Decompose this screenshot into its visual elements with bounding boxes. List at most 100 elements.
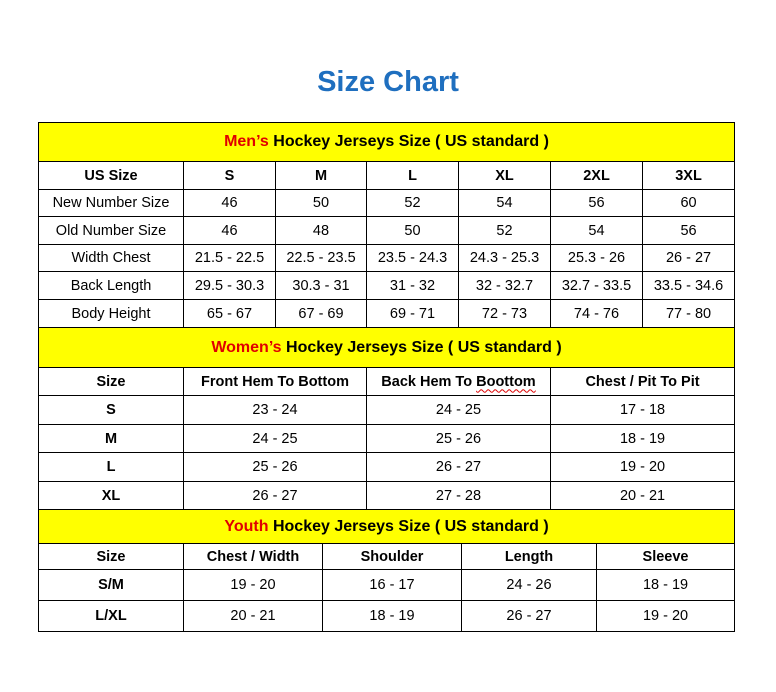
table-cell: 24 - 26 <box>461 569 597 601</box>
table-row: Back Length 29.5 - 30.3 30.3 - 31 31 - 32 32… <box>38 271 736 300</box>
table-cell: 54 <box>550 216 643 245</box>
table-cell: 25.3 - 26 <box>550 244 643 272</box>
table-row: Old Number Size 46 48 50 52 54 56 <box>38 216 736 245</box>
table-cell: 23 - 24 <box>183 395 367 425</box>
column-header: XL <box>458 161 551 190</box>
row-label: S <box>38 395 184 425</box>
table-cell: 77 - 80 <box>641 299 736 328</box>
table-cell: 19 - 20 <box>595 600 736 632</box>
column-header: Length <box>461 543 597 570</box>
row-label: S/M <box>38 569 184 601</box>
column-header: Back Hem To Boottom <box>366 367 551 396</box>
table-cell: 26 - 27 <box>641 244 736 272</box>
header-row: Size Front Hem To Bottom Back Hem To Boott… <box>38 367 736 396</box>
table-cell: 60 <box>641 189 736 217</box>
table-row: M 24 - 25 25 - 26 18 - 19 <box>38 424 736 453</box>
row-label: Back Length <box>38 271 184 300</box>
table-cell: 74 - 76 <box>550 299 643 328</box>
table-cell: 29.5 - 30.3 <box>183 271 276 300</box>
row-label: Old Number Size <box>38 216 184 245</box>
row-label: M <box>38 424 184 453</box>
section-accent-label: Men’s <box>224 133 269 150</box>
row-label: L/XL <box>38 600 184 632</box>
table-cell: 22.5 - 23.5 <box>275 244 367 272</box>
section-heading-text: Hockey Jerseys Size ( US standard ) <box>281 338 562 356</box>
table-cell: 46 <box>183 216 276 245</box>
column-header: Shoulder <box>322 543 462 570</box>
section-heading-text: Hockey Jerseys Size ( US standard ) <box>268 517 549 535</box>
column-header: 3XL <box>641 161 736 190</box>
table-row: S/M 19 - 20 16 - 17 24 - 26 18 - 19 <box>38 569 736 601</box>
section-heading-text: Hockey Jerseys Size ( US standard ) <box>268 133 549 150</box>
table-cell: 50 <box>366 216 459 245</box>
table-cell: 67 - 69 <box>275 299 367 328</box>
table-cell: 19 - 20 <box>183 569 323 601</box>
table-cell: 21.5 - 22.5 <box>183 244 276 272</box>
column-header: Chest / Width <box>183 543 323 570</box>
header-row: Size Chest / Width Shoulder Length Sleeve <box>38 543 736 570</box>
row-label: Body Height <box>38 299 184 328</box>
table-cell: 20 - 21 <box>549 481 736 510</box>
table-cell: 24 - 25 <box>183 424 367 453</box>
table-cell: 65 - 67 <box>183 299 276 328</box>
table-cell: 25 - 26 <box>366 424 551 453</box>
womens-size-table: Women’s Hockey Jerseys Size ( US standar… <box>37 327 736 510</box>
table-cell: 52 <box>458 216 551 245</box>
column-header: S <box>183 161 276 190</box>
table-cell: 26 - 27 <box>183 481 367 510</box>
mens-section-heading: Men’s Hockey Jerseys Size ( US standard … <box>37 122 736 162</box>
column-header: Size <box>38 367 184 396</box>
section-accent-label: Youth <box>224 517 269 535</box>
page-title: Size Chart <box>317 66 459 98</box>
table-cell: 20 - 21 <box>183 600 323 632</box>
table-cell: 33.5 - 34.6 <box>641 271 736 300</box>
table-cell: 27 - 28 <box>366 481 551 510</box>
table-cell: 18 - 19 <box>322 600 462 632</box>
table-cell: 30.3 - 31 <box>275 271 367 300</box>
table-cell: 56 <box>641 216 736 245</box>
table-cell: 17 - 18 <box>549 395 736 425</box>
table-cell: 46 <box>183 189 276 217</box>
table-row: L 25 - 26 26 - 27 19 - 20 <box>38 452 736 482</box>
table-cell: 26 - 27 <box>366 452 551 482</box>
table-cell: 69 - 71 <box>366 299 459 328</box>
table-row: L/XL 20 - 21 18 - 19 26 - 27 19 - 20 <box>38 600 736 632</box>
table-cell: 50 <box>275 189 367 217</box>
table-cell: 26 - 27 <box>461 600 597 632</box>
column-header: L <box>366 161 459 190</box>
table-cell: 32.7 - 33.5 <box>550 271 643 300</box>
table-cell: 25 - 26 <box>183 452 367 482</box>
table-cell: 54 <box>458 189 551 217</box>
column-header: US Size <box>38 161 184 190</box>
column-header: Sleeve <box>595 543 736 570</box>
column-header: Front Hem To Bottom <box>183 367 367 396</box>
table-row: Body Height 65 - 67 67 - 69 69 - 71 72 - 73 7… <box>38 299 736 328</box>
table-row: Width Chest 21.5 - 22.5 22.5 - 23.5 23.5 - … <box>38 244 736 272</box>
table-cell: 56 <box>550 189 643 217</box>
table-row: New Number Size 46 50 52 54 56 60 <box>38 189 736 217</box>
row-label: L <box>38 452 184 482</box>
youth-size-table: Youth Hockey Jerseys Size ( US standard … <box>37 509 736 632</box>
table-cell: 31 - 32 <box>366 271 459 300</box>
table-cell: 16 - 17 <box>322 569 462 601</box>
row-label: New Number Size <box>38 189 184 217</box>
table-cell: 24 - 25 <box>366 395 551 425</box>
column-header: 2XL <box>550 161 643 190</box>
table-cell: 52 <box>366 189 459 217</box>
table-row: S 23 - 24 24 - 25 17 - 18 <box>38 395 736 425</box>
table-cell: 72 - 73 <box>458 299 551 328</box>
header-row: US Size S M L XL 2XL 3XL <box>38 161 736 190</box>
column-header: M <box>275 161 367 190</box>
table-cell: 48 <box>275 216 367 245</box>
womens-section-heading: Women’s Hockey Jerseys Size ( US standar… <box>37 327 736 368</box>
mens-size-table: Men’s Hockey Jerseys Size ( US standard … <box>37 122 736 328</box>
table-cell: 32 - 32.7 <box>458 271 551 300</box>
section-accent-label: Women’s <box>211 338 282 356</box>
youth-section-heading: Youth Hockey Jerseys Size ( US standard … <box>37 509 736 544</box>
column-header: Size <box>38 543 184 570</box>
table-cell: 18 - 19 <box>595 569 736 601</box>
table-cell: 18 - 19 <box>549 424 736 453</box>
table-row: XL 26 - 27 27 - 28 20 - 21 <box>38 481 736 510</box>
table-cell: 24.3 - 25.3 <box>458 244 551 272</box>
row-label: XL <box>38 481 184 510</box>
